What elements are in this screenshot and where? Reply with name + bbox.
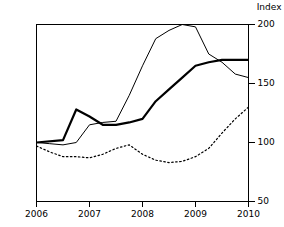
- svg-text:200: 200: [258, 19, 275, 29]
- svg-text:2009: 2009: [184, 209, 207, 219]
- svg-text:2010: 2010: [237, 209, 260, 219]
- svg-text:2008: 2008: [131, 209, 154, 219]
- svg-text:2006: 2006: [25, 209, 48, 219]
- svg-text:150: 150: [258, 78, 275, 88]
- svg-text:100: 100: [258, 137, 275, 147]
- svg-text:2007: 2007: [78, 209, 101, 219]
- svg-text:Index: Index: [257, 2, 282, 12]
- svg-text:50: 50: [258, 196, 270, 206]
